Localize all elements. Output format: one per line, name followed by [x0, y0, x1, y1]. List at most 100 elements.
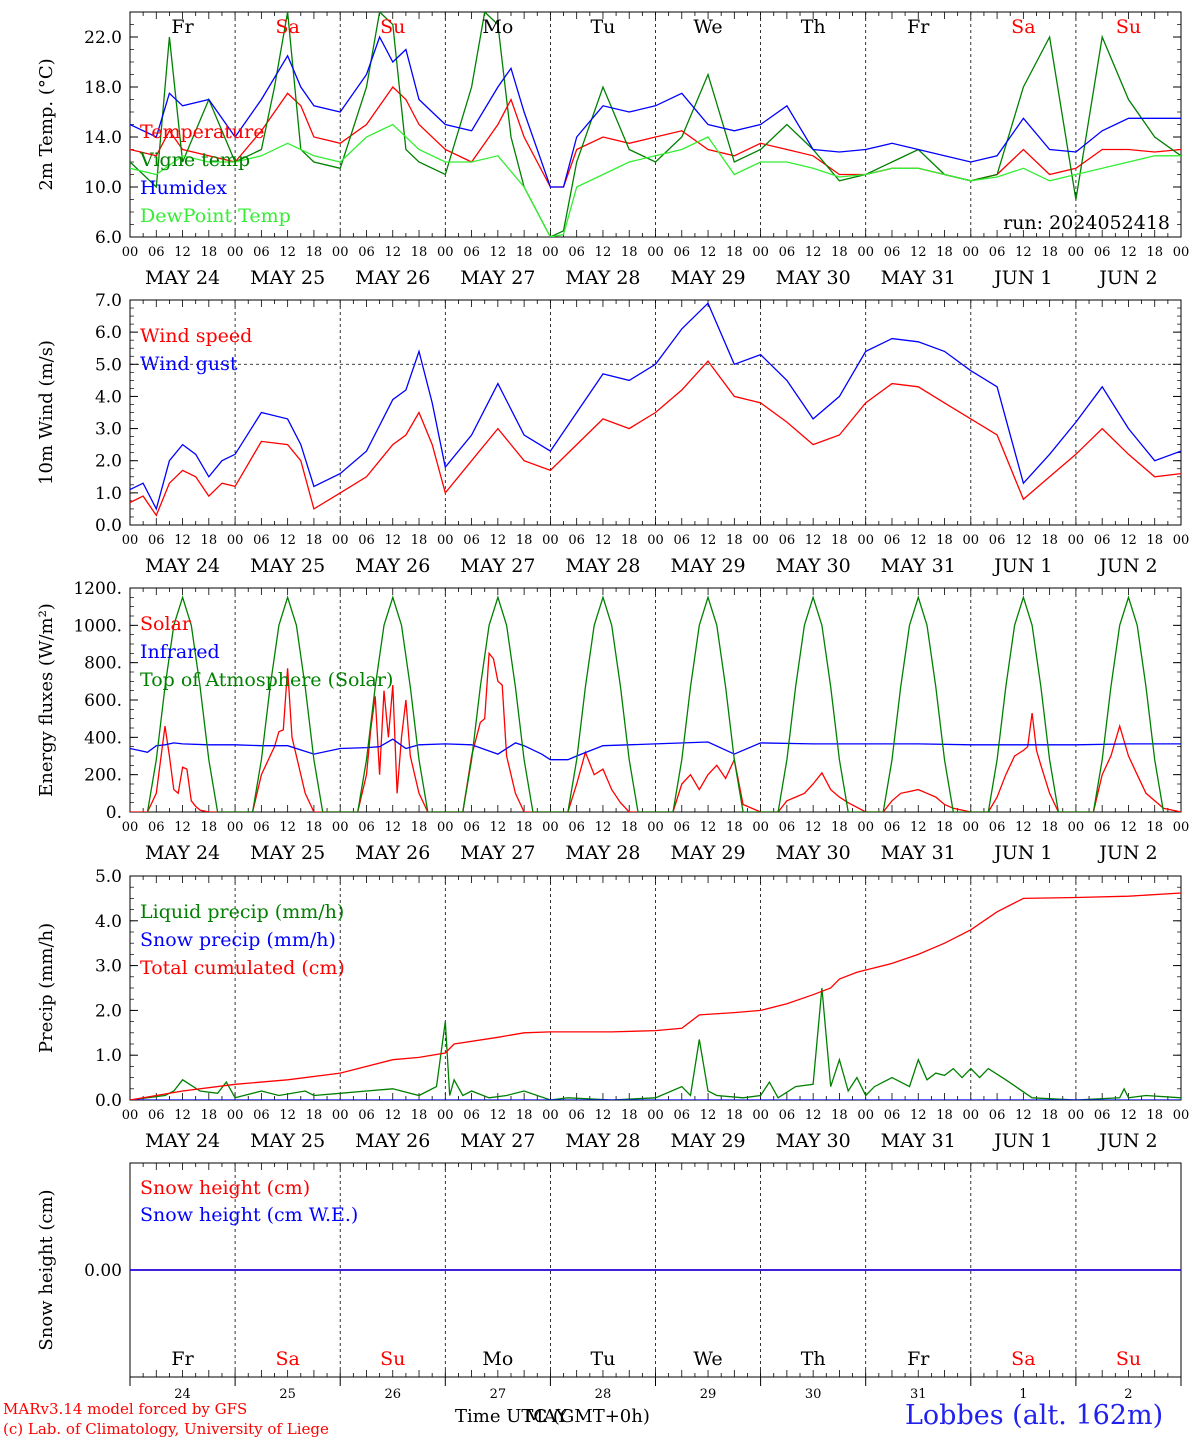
date-label: MAY 31 — [881, 267, 956, 289]
date-label: MAY 28 — [565, 267, 640, 289]
hour-tick-label: 12 — [174, 245, 191, 260]
date-label: MAY 27 — [460, 842, 535, 864]
hour-tick-label: 00 — [542, 245, 559, 260]
hour-tick-label: 00 — [857, 820, 874, 835]
hour-tick-label: 00 — [1068, 820, 1085, 835]
hour-tick-label: 06 — [989, 820, 1006, 835]
y-tick-label: 3.0 — [95, 957, 122, 977]
hour-tick-label: 18 — [1041, 245, 1058, 260]
hour-tick-label: 00 — [647, 533, 664, 548]
hour-tick-label: 00 — [647, 245, 664, 260]
hour-tick-label: 18 — [516, 820, 533, 835]
y-tick-label: 4.0 — [95, 912, 122, 932]
date-label: MAY 25 — [250, 555, 325, 577]
y-tick-label: 7.0 — [95, 291, 122, 311]
panel-4 — [129, 875, 1182, 1101]
y-tick-label: 1.0 — [95, 1046, 122, 1066]
hour-tick-label: 00 — [752, 1108, 769, 1123]
y-tick-label: 2.0 — [95, 1001, 122, 1021]
date-label: JUN 2 — [1097, 555, 1157, 577]
weekday-label: Su — [380, 16, 405, 38]
hour-tick-label: 12 — [595, 1108, 612, 1123]
hour-tick-label: 06 — [568, 820, 585, 835]
y-tick-label: 14.0 — [84, 128, 122, 148]
hour-tick-label: 00 — [437, 820, 454, 835]
date-label: MAY 25 — [250, 267, 325, 289]
hour-tick-label: 06 — [1094, 820, 1111, 835]
hour-tick-label: 06 — [253, 245, 270, 260]
y-tick-label: 800. — [84, 654, 122, 674]
y-tick-label: 1200. — [73, 579, 122, 599]
hour-tick-label: 12 — [700, 1108, 717, 1123]
y-axis-label: Precip (mm/h) — [36, 923, 57, 1053]
hour-tick-label: 18 — [306, 820, 323, 835]
hour-tick-label: 00 — [437, 1108, 454, 1123]
hour-tick-label: 00 — [122, 1108, 139, 1123]
date-label: MAY 24 — [145, 1130, 220, 1152]
date-label: MAY 27 — [460, 555, 535, 577]
panel-2 — [129, 299, 1182, 526]
day-number-label: 28 — [595, 1387, 612, 1402]
y-tick-label: 0. — [106, 803, 122, 823]
hour-tick-label: 18 — [936, 820, 953, 835]
y-axis-label: Snow height (cm) — [36, 1189, 57, 1350]
hour-tick-label: 12 — [700, 533, 717, 548]
hour-tick-label: 00 — [963, 1108, 980, 1123]
hour-tick-label: 12 — [279, 533, 296, 548]
hour-tick-label: 12 — [1120, 533, 1137, 548]
date-label: MAY 26 — [355, 1130, 430, 1152]
hour-tick-label: 06 — [884, 533, 901, 548]
hour-tick-label: 06 — [989, 245, 1006, 260]
y-tick-label: 10.0 — [84, 178, 122, 198]
hour-tick-label: 18 — [1146, 533, 1163, 548]
y-tick-label: 1.0 — [95, 484, 122, 504]
hour-tick-label: 06 — [463, 533, 480, 548]
y-tick-label: 0.00 — [84, 1261, 122, 1281]
weekday-label: We — [693, 1348, 722, 1370]
hour-tick-label: 00 — [647, 820, 664, 835]
hour-tick-label: 12 — [384, 820, 401, 835]
hour-tick-label: 12 — [1015, 1108, 1032, 1123]
hour-tick-label: 00 — [122, 245, 139, 260]
hour-tick-label: 12 — [1015, 533, 1032, 548]
hour-tick-label: 18 — [621, 820, 638, 835]
hour-tick-label: 00 — [227, 245, 244, 260]
date-label: MAY 30 — [776, 842, 851, 864]
hour-tick-label: 12 — [910, 533, 927, 548]
date-label: MAY 29 — [670, 267, 745, 289]
y-tick-label: 5.0 — [95, 867, 122, 887]
date-label: MAY 24 — [145, 267, 220, 289]
date-label: MAY 30 — [776, 267, 851, 289]
y-tick-label: 6.0 — [95, 228, 122, 248]
hour-tick-label: 06 — [989, 533, 1006, 548]
weekday-label: Tu — [590, 1348, 615, 1370]
hour-tick-label: 06 — [779, 1108, 796, 1123]
hour-tick-label: 00 — [647, 1108, 664, 1123]
hour-tick-label: 00 — [1173, 1108, 1190, 1123]
hour-tick-label: 06 — [1094, 533, 1111, 548]
hour-tick-label: 00 — [963, 245, 980, 260]
hour-tick-label: 06 — [674, 1108, 691, 1123]
hour-tick-label: 06 — [568, 533, 585, 548]
hour-tick-label: 06 — [674, 533, 691, 548]
hour-tick-label: 00 — [122, 533, 139, 548]
hour-tick-label: 06 — [674, 820, 691, 835]
hour-tick-label: 00 — [437, 245, 454, 260]
hour-tick-label: 00 — [1068, 1108, 1085, 1123]
hour-tick-label: 06 — [358, 533, 375, 548]
hour-tick-label: 12 — [805, 820, 822, 835]
date-label: MAY 26 — [355, 267, 430, 289]
series-line-dewpoint-temp — [130, 123, 1181, 237]
hour-tick-label: 06 — [463, 245, 480, 260]
legend-entry: Total cumulated (cm) — [140, 957, 345, 979]
weekday-label: Sa — [1011, 16, 1035, 38]
hour-tick-label: 18 — [201, 1108, 218, 1123]
hour-tick-label: 18 — [831, 820, 848, 835]
y-tick-label: 2.0 — [95, 452, 122, 472]
hour-tick-label: 18 — [621, 1108, 638, 1123]
hour-tick-label: 12 — [279, 245, 296, 260]
hour-tick-label: 18 — [936, 245, 953, 260]
lab-credit: (c) Lab. of Climatology, University of L… — [3, 1420, 329, 1438]
y-tick-label: 400. — [84, 728, 122, 748]
y-tick-label: 600. — [84, 691, 122, 711]
